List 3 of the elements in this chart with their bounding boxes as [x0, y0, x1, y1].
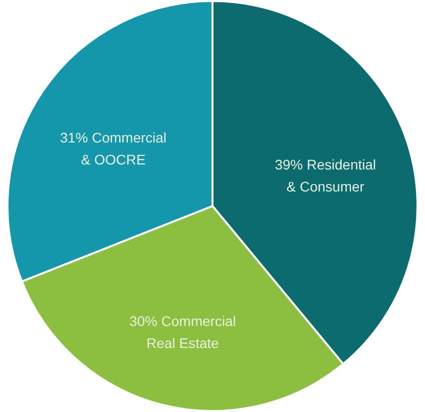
slice-label: 30% Commercial Real Estate	[129, 313, 236, 352]
slice-label: 31% Commercial & OOCRE	[60, 130, 167, 168]
slice-label: 39% Residential & Consumer	[274, 156, 376, 194]
